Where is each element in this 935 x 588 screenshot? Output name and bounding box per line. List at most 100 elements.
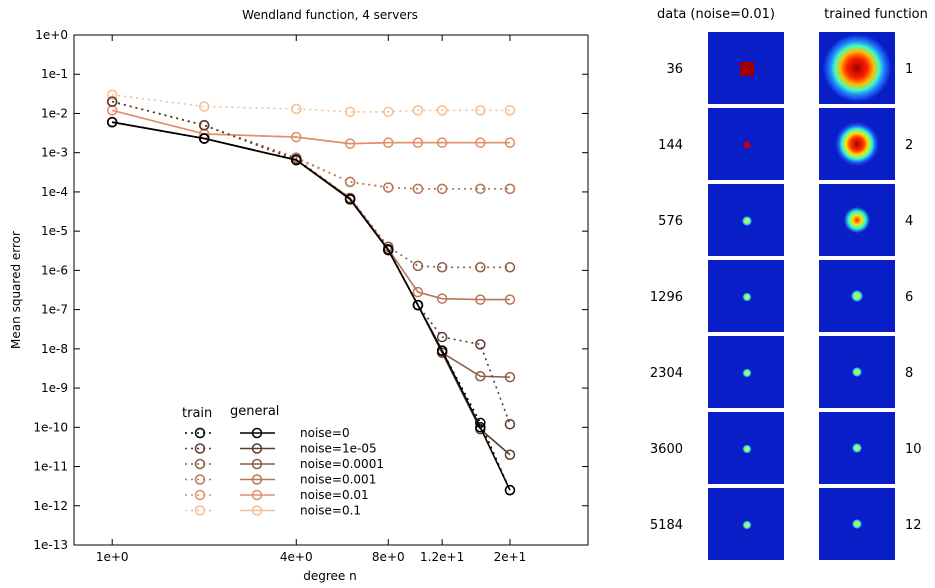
y-tick-label-7: 1e-7 xyxy=(41,303,68,317)
y-tick-label-3: 1e-3 xyxy=(41,146,68,160)
y-tick-label-9: 1e-9 xyxy=(41,381,68,395)
point-1-train-7 xyxy=(475,339,486,350)
y-tick-label-4: 1e-4 xyxy=(41,185,68,199)
y-tick-label-11: 1e-11 xyxy=(33,460,68,474)
series-line-2-train xyxy=(111,100,510,269)
trained-spot xyxy=(852,443,862,453)
panel-row-6: 5184 12 xyxy=(650,488,922,560)
y-tick-label-1: 1e-1 xyxy=(41,67,68,81)
legend-label-2: noise=0.0001 xyxy=(300,457,384,471)
legend-entry-2: noise=0.0001 xyxy=(185,457,384,471)
point-0-general-1 xyxy=(198,133,210,144)
legend-header-general: general xyxy=(230,404,279,419)
point-0-general-6 xyxy=(436,345,448,356)
trained-spot xyxy=(844,207,870,233)
legend-entry-4: noise=0.01 xyxy=(185,488,369,502)
degree-label: 8 xyxy=(905,366,913,381)
legend-general-marker-2 xyxy=(251,458,263,470)
trained-spot xyxy=(823,34,891,102)
point-0-general-5 xyxy=(412,299,424,311)
image-panels: data (noise=0.01) trained function 36 1 14… xyxy=(650,7,928,560)
point-2-train-8 xyxy=(504,262,516,273)
point-5-train-0 xyxy=(106,89,118,100)
point-3-general-5 xyxy=(412,286,424,298)
legend-label-3: noise=0.001 xyxy=(300,473,376,487)
data-spot xyxy=(742,444,752,454)
sample-count-label: 36 xyxy=(666,62,683,77)
legend-label-0: noise=0 xyxy=(300,426,350,440)
panel-row-3: 1296 6 xyxy=(650,260,913,332)
panel-row-5: 3600 10 xyxy=(650,412,922,484)
point-5-train-5 xyxy=(412,105,424,116)
point-3-general-8 xyxy=(504,294,516,305)
series-line-1-train xyxy=(111,100,511,425)
point-0-general-3 xyxy=(344,194,356,205)
legend-label-4: noise=0.01 xyxy=(300,488,369,502)
series-layer xyxy=(106,89,516,496)
point-1-general-8 xyxy=(504,449,516,460)
point-0-general-4 xyxy=(383,244,394,256)
point-5-train-6 xyxy=(436,105,448,116)
point-3-general-7 xyxy=(475,294,486,305)
point-2-general-7 xyxy=(475,371,486,382)
point-5-train-2 xyxy=(291,103,302,115)
series-line-3-train xyxy=(111,100,510,190)
data-spot xyxy=(743,141,751,149)
trained-spot xyxy=(852,367,862,377)
panel-row-0: 36 1 xyxy=(666,32,913,104)
series-line-4-general xyxy=(111,109,510,145)
point-1-train-6 xyxy=(436,331,448,343)
x-tick-label-4: 2e+1 xyxy=(494,550,527,564)
legend: train general noise=0noise=1e-05noise=0.… xyxy=(182,404,384,518)
legend-general-marker-0 xyxy=(251,427,263,439)
point-3-train-7 xyxy=(475,183,486,195)
series-0-general xyxy=(106,116,516,496)
trained-panel-header: trained function xyxy=(824,7,928,22)
degree-label: 4 xyxy=(905,214,913,229)
point-5-train-1 xyxy=(198,101,210,112)
legend-general-marker-1 xyxy=(251,443,263,454)
series-4-train xyxy=(106,96,516,195)
point-5-train-8 xyxy=(504,105,516,116)
series-3-train xyxy=(106,96,516,195)
degree-label: 1 xyxy=(905,62,913,77)
x-tick-label-0: 1e+0 xyxy=(96,550,129,564)
point-4-general-3 xyxy=(344,138,356,149)
data-spot xyxy=(740,62,754,76)
x-axis-label: degree n xyxy=(303,569,356,583)
trained-spot xyxy=(851,290,863,302)
point-3-train-4 xyxy=(383,182,394,193)
point-1-train-0 xyxy=(106,96,118,107)
point-3-train-8 xyxy=(504,183,516,195)
series-2-general xyxy=(106,116,516,383)
series-4-general xyxy=(106,105,516,149)
x-tick-label-3: 1.2e+1 xyxy=(420,550,464,564)
sample-count-label: 3600 xyxy=(650,442,683,457)
series-5-train xyxy=(106,89,516,118)
point-4-general-6 xyxy=(436,137,448,148)
trained-spot xyxy=(835,122,879,166)
legend-entry-1: noise=1e-05 xyxy=(185,442,377,456)
point-2-train-7 xyxy=(475,262,486,273)
point-4-general-7 xyxy=(475,137,486,148)
y-tick-label-13: 1e-13 xyxy=(33,538,68,552)
y-axis-label: Mean squared error xyxy=(9,231,23,349)
y-tick-label-8: 1e-8 xyxy=(41,342,68,356)
y-tick-label-10: 1e-10 xyxy=(33,420,68,434)
y-tick-label-12: 1e-12 xyxy=(33,499,68,513)
data-spot xyxy=(742,368,752,378)
sample-count-label: 5184 xyxy=(650,518,683,533)
degree-label: 2 xyxy=(905,138,913,153)
point-0-general-8 xyxy=(504,484,516,496)
chart-title: Wendland function, 4 servers xyxy=(242,8,418,22)
point-1-train-8 xyxy=(504,418,516,430)
legend-train-marker-4 xyxy=(194,489,206,501)
degree-label: 6 xyxy=(905,290,913,305)
legend-entry-0: noise=0 xyxy=(185,426,350,440)
degree-label: 10 xyxy=(905,442,922,457)
point-3-train-3 xyxy=(344,176,356,188)
data-spot xyxy=(742,292,752,302)
legend-general-marker-3 xyxy=(251,474,263,485)
series-line-1-general xyxy=(112,121,511,456)
